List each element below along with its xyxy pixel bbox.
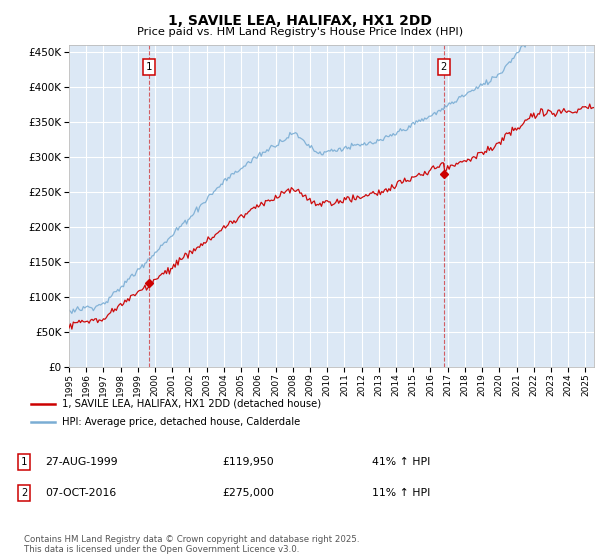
Text: Contains HM Land Registry data © Crown copyright and database right 2025.
This d: Contains HM Land Registry data © Crown c… xyxy=(24,535,359,554)
Text: 41% ↑ HPI: 41% ↑ HPI xyxy=(372,457,430,467)
Text: 11% ↑ HPI: 11% ↑ HPI xyxy=(372,488,430,498)
Text: 1: 1 xyxy=(146,62,152,72)
Text: £119,950: £119,950 xyxy=(222,457,274,467)
Text: 2: 2 xyxy=(21,488,27,498)
Text: 27-AUG-1999: 27-AUG-1999 xyxy=(45,457,118,467)
Text: 2: 2 xyxy=(440,62,447,72)
Text: £275,000: £275,000 xyxy=(222,488,274,498)
Text: 1, SAVILE LEA, HALIFAX, HX1 2DD: 1, SAVILE LEA, HALIFAX, HX1 2DD xyxy=(168,14,432,28)
Text: HPI: Average price, detached house, Calderdale: HPI: Average price, detached house, Cald… xyxy=(62,417,301,427)
Text: 1, SAVILE LEA, HALIFAX, HX1 2DD (detached house): 1, SAVILE LEA, HALIFAX, HX1 2DD (detache… xyxy=(62,399,322,409)
Text: 07-OCT-2016: 07-OCT-2016 xyxy=(45,488,116,498)
Text: Price paid vs. HM Land Registry's House Price Index (HPI): Price paid vs. HM Land Registry's House … xyxy=(137,27,463,37)
Text: 1: 1 xyxy=(21,457,27,467)
